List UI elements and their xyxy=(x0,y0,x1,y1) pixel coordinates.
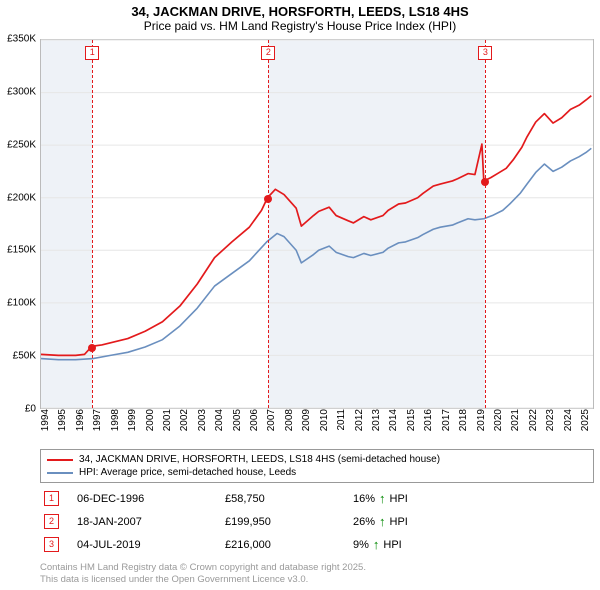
x-tick-label: 2023 xyxy=(545,409,556,431)
series-line xyxy=(41,96,591,356)
x-tick-label: 1998 xyxy=(110,409,121,431)
y-tick-label: £300K xyxy=(7,86,36,97)
arrow-up-icon: ↑ xyxy=(373,537,380,552)
x-tick-label: 2016 xyxy=(423,409,434,431)
x-tick-label: 2007 xyxy=(266,409,277,431)
x-tick-label: 1997 xyxy=(92,409,103,431)
x-tick-label: 2017 xyxy=(441,409,452,431)
x-axis: 1994 1995 1996 1997 1998 1999 2000 2001 2002 2003… xyxy=(40,409,594,443)
event-price: £58,750 xyxy=(225,493,335,505)
x-tick-label: 2012 xyxy=(354,409,365,431)
x-tick-label: 1994 xyxy=(40,409,51,431)
y-tick-label: £150K xyxy=(7,245,36,256)
y-tick-label: £0 xyxy=(25,404,36,415)
event-date: 04-JUL-2019 xyxy=(77,539,207,551)
y-tick-label: £100K xyxy=(7,298,36,309)
marker-dot xyxy=(88,344,96,352)
x-tick-label: 2006 xyxy=(249,409,260,431)
marker-box: 2 xyxy=(261,46,275,60)
y-tick-label: £50K xyxy=(13,351,36,362)
event-marker-box: 3 xyxy=(44,537,59,552)
event-date: 18-JAN-2007 xyxy=(77,516,207,528)
x-tick-label: 2013 xyxy=(371,409,382,431)
x-tick-label: 2002 xyxy=(179,409,190,431)
legend-row-2: HPI: Average price, semi-detached house,… xyxy=(47,466,587,479)
legend-label-2: HPI: Average price, semi-detached house,… xyxy=(79,467,296,478)
legend-row-1: 34, JACKMAN DRIVE, HORSFORTH, LEEDS, LS1… xyxy=(47,453,587,466)
event-row: 3 04-JUL-2019 £216,000 9% ↑ HPI xyxy=(40,533,594,556)
x-tick-label: 1995 xyxy=(57,409,68,431)
x-tick-label: 2001 xyxy=(162,409,173,431)
x-tick-label: 2019 xyxy=(476,409,487,431)
footer: Contains HM Land Registry data © Crown c… xyxy=(40,562,594,586)
events-table: 1 06-DEC-1996 £58,750 16% ↑ HPI 2 18-JAN-2007… xyxy=(40,487,594,556)
x-tick-label: 2015 xyxy=(406,409,417,431)
x-tick-label: 2021 xyxy=(510,409,521,431)
footer-line-2: This data is licensed under the Open Gov… xyxy=(40,574,594,586)
arrow-up-icon: ↑ xyxy=(379,514,386,529)
x-tick-label: 2005 xyxy=(232,409,243,431)
x-tick-label: 1999 xyxy=(127,409,138,431)
x-tick-label: 2025 xyxy=(580,409,591,431)
marker-vline xyxy=(485,40,486,408)
event-marker-box: 1 xyxy=(44,491,59,506)
marker-vline xyxy=(92,40,93,408)
marker-box: 3 xyxy=(478,46,492,60)
chart-title-line1: 34, JACKMAN DRIVE, HORSFORTH, LEEDS, LS1… xyxy=(0,0,600,19)
event-delta: 26% ↑ HPI xyxy=(353,514,408,529)
series-line xyxy=(41,148,591,359)
y-tick-label: £350K xyxy=(7,34,36,45)
x-tick-label: 2009 xyxy=(301,409,312,431)
y-tick-label: £200K xyxy=(7,192,36,203)
plot-area: 1 2 3 xyxy=(40,39,594,409)
event-marker-box: 2 xyxy=(44,514,59,529)
event-row: 2 18-JAN-2007 £199,950 26% ↑ HPI xyxy=(40,510,594,533)
legend-swatch-2 xyxy=(47,472,73,474)
chart-area: £0£50K£100K£150K£200K£250K£300K£350K 123 xyxy=(0,39,600,409)
x-tick-label: 2010 xyxy=(319,409,330,431)
event-row: 1 06-DEC-1996 £58,750 16% ↑ HPI xyxy=(40,487,594,510)
x-tick-label: 2011 xyxy=(336,409,347,431)
x-tick-label: 2014 xyxy=(388,409,399,431)
arrow-up-icon: ↑ xyxy=(379,491,386,506)
x-tick-label: 1996 xyxy=(75,409,86,431)
y-axis: £0£50K£100K£150K£200K£250K£300K£350K xyxy=(0,39,40,409)
marker-dot xyxy=(481,178,489,186)
event-price: £199,950 xyxy=(225,516,335,528)
x-tick-label: 2000 xyxy=(145,409,156,431)
y-tick-label: £250K xyxy=(7,139,36,150)
chart-title-line2: Price paid vs. HM Land Registry's House … xyxy=(0,19,600,39)
footer-line-1: Contains HM Land Registry data © Crown c… xyxy=(40,562,594,574)
x-tick-label: 2004 xyxy=(214,409,225,431)
marker-box: 1 xyxy=(85,46,99,60)
legend-swatch-1 xyxy=(47,459,73,461)
legend-label-1: 34, JACKMAN DRIVE, HORSFORTH, LEEDS, LS1… xyxy=(79,454,440,465)
x-tick-label: 2020 xyxy=(493,409,504,431)
event-delta: 9% ↑ HPI xyxy=(353,537,402,552)
event-date: 06-DEC-1996 xyxy=(77,493,207,505)
x-tick-label: 2024 xyxy=(563,409,574,431)
marker-vline xyxy=(268,40,269,408)
legend: 34, JACKMAN DRIVE, HORSFORTH, LEEDS, LS1… xyxy=(40,449,594,483)
x-tick-label: 2018 xyxy=(458,409,469,431)
x-tick-label: 2008 xyxy=(284,409,295,431)
marker-dot xyxy=(264,195,272,203)
event-delta: 16% ↑ HPI xyxy=(353,491,408,506)
event-price: £216,000 xyxy=(225,539,335,551)
x-tick-label: 2003 xyxy=(197,409,208,431)
x-tick-label: 2022 xyxy=(528,409,539,431)
